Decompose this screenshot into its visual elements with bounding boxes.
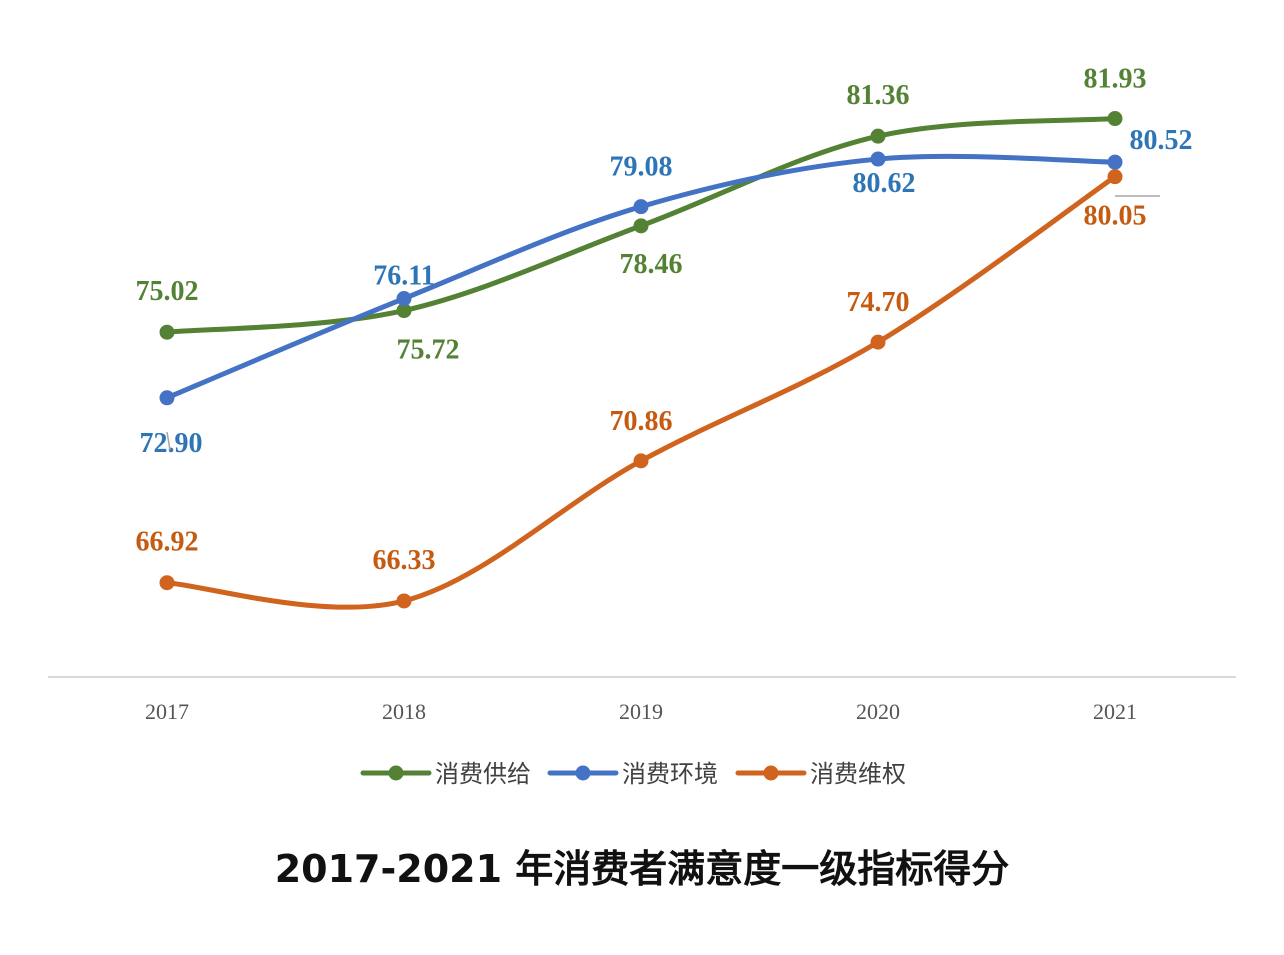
x-tick-label-2020: 2020 [856,699,900,724]
x-axis-ticks: 2017 2018 2019 2020 2021 [145,699,1137,724]
leader-line [166,431,171,451]
data-point-environment-2018 [396,291,412,307]
data-point-rights-2019 [633,453,649,469]
legend-swatch-marker [575,765,591,781]
data-point-rights-2021 [1107,169,1123,185]
legend-item-supply: 消费供给 [360,760,531,788]
data-point-environment-2021 [1107,154,1123,170]
data-label-environment-2019: 79.08 [610,152,673,183]
legend-item-environment: 消费环境 [547,760,718,788]
legend-label-rights: 消费维权 [810,760,906,788]
data-label-rights-2018: 66.33 [373,545,436,576]
data-point-environment-2019 [633,199,649,215]
data-label-rights-2019: 70.86 [610,406,673,437]
data-point-supply-2017 [159,324,175,340]
x-tick-label-2019: 2019 [619,699,663,724]
data-label-environment-2020: 80.62 [853,168,916,199]
data-point-environment-2017 [159,390,175,406]
x-tick-label-2017: 2017 [145,699,189,724]
series-line-rights [164,174,1118,610]
legend: 消费供给 消费环境 消费维权 [360,760,906,788]
legend-swatch-marker [388,765,404,781]
x-tick-label-2021: 2021 [1093,699,1137,724]
x-tick-label-2018: 2018 [382,699,426,724]
data-point-rights-2018 [396,593,412,609]
data-label-supply-2020: 81.36 [847,80,910,111]
data-label-supply-2018: 75.72 [397,335,460,366]
legend-label-environment: 消费环境 [622,760,718,788]
data-label-rights-2021: 80.05 [1084,201,1147,232]
data-label-supply-2019: 78.46 [620,249,683,280]
data-point-rights-2017 [159,575,175,591]
data-point-environment-2020 [870,151,886,167]
legend-label-supply: 消费供给 [435,760,531,788]
legend-item-rights: 消费维权 [735,760,906,788]
data-label-rights-2017: 66.92 [136,527,199,558]
legend-swatch-marker [763,765,779,781]
data-point-supply-2019 [633,218,649,234]
series-layer [159,111,1123,610]
data-label-rights-2020: 74.70 [847,287,910,318]
data-point-supply-2018 [396,303,412,319]
chart-caption: 2017-2021 年消费者满意度一级指标得分 [274,847,1010,891]
data-label-supply-2021: 81.93 [1084,64,1147,95]
data-point-rights-2020 [870,334,886,350]
data-label-environment-2021: 80.52 [1130,125,1193,156]
data-label-supply-2017: 75.02 [136,276,199,307]
data-point-supply-2021 [1107,111,1123,127]
data-point-supply-2020 [870,128,886,144]
data-label-layer: 75.02 75.72 78.46 81.36 81.93 72.90 76.11 79.08… [136,64,1193,576]
data-label-environment-2017: 72.90 [140,428,203,459]
data-label-environment-2018: 76.11 [373,261,434,292]
